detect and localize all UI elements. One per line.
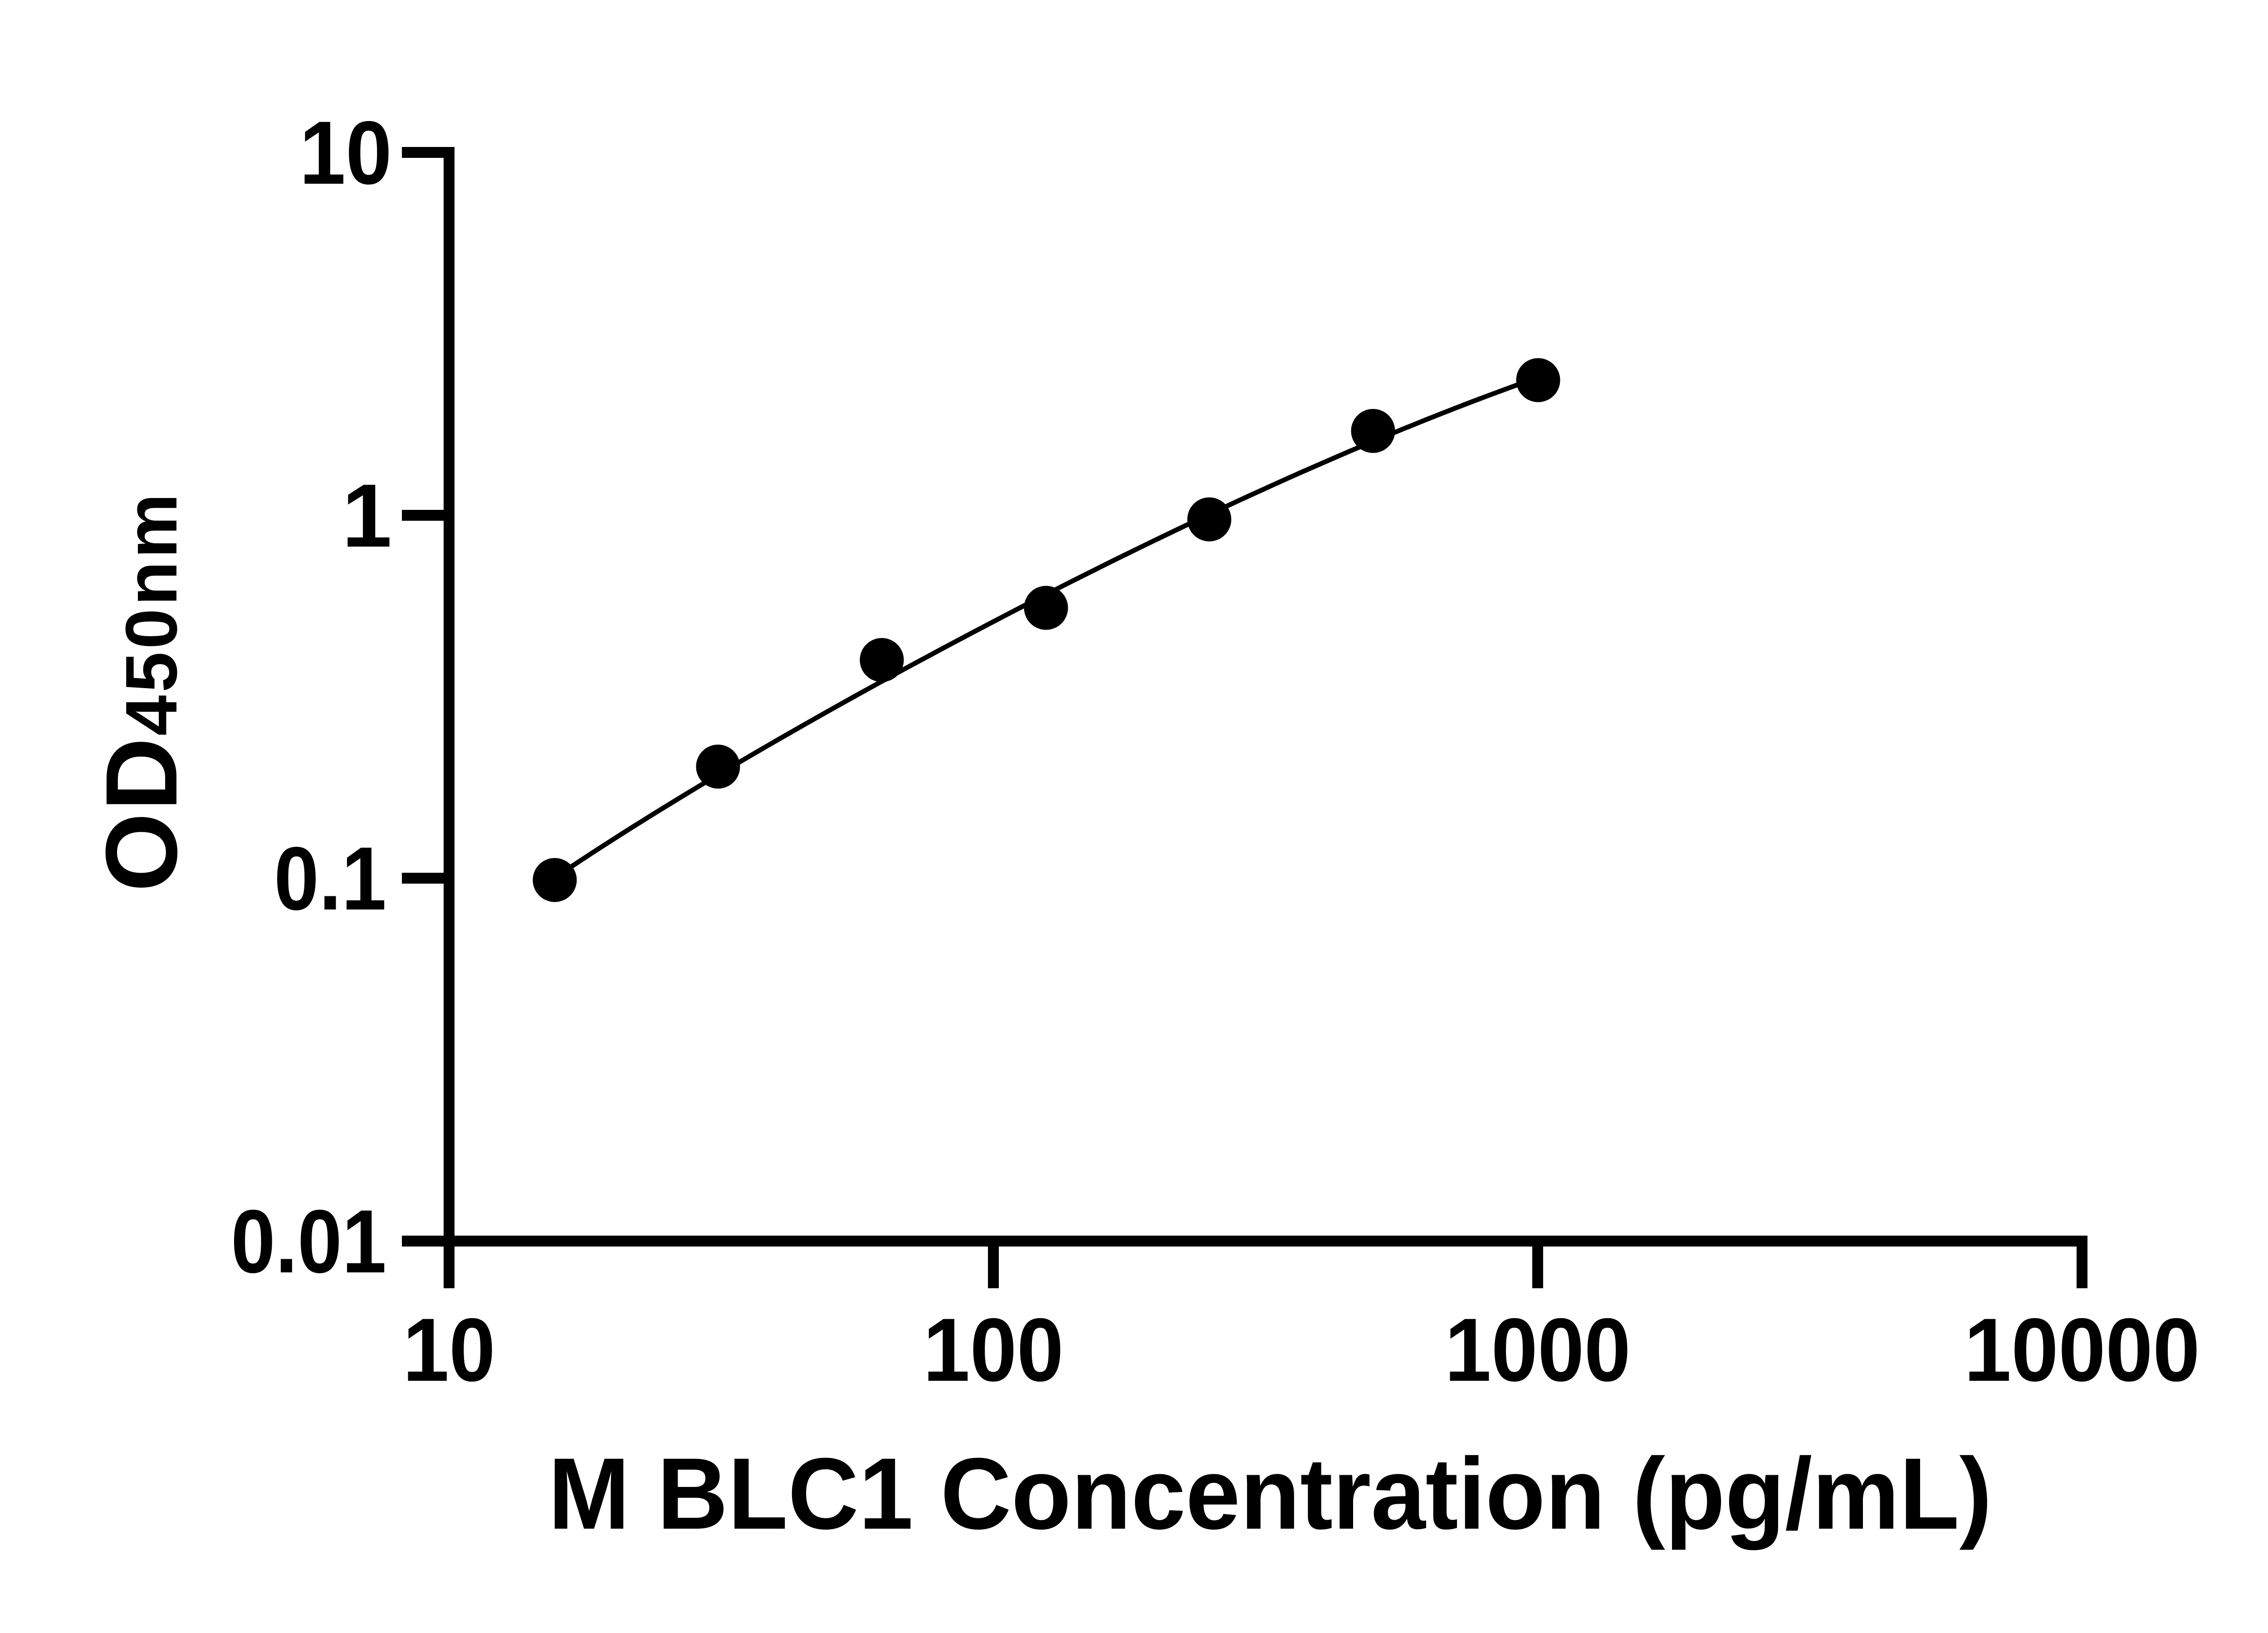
svg-text:0.01: 0.01 (231, 1191, 386, 1291)
svg-text:10000: 10000 (1964, 1300, 2200, 1400)
svg-text:M BLC1 Concentration (pg/mL): M BLC1 Concentration (pg/mL) (548, 1437, 1992, 1550)
svg-text:1: 1 (342, 465, 392, 566)
svg-text:10: 10 (299, 103, 392, 203)
svg-text:1000: 1000 (1445, 1300, 1631, 1400)
svg-text:100: 100 (923, 1300, 1064, 1400)
svg-text:10: 10 (403, 1300, 495, 1400)
svg-text:0.1: 0.1 (274, 828, 386, 929)
